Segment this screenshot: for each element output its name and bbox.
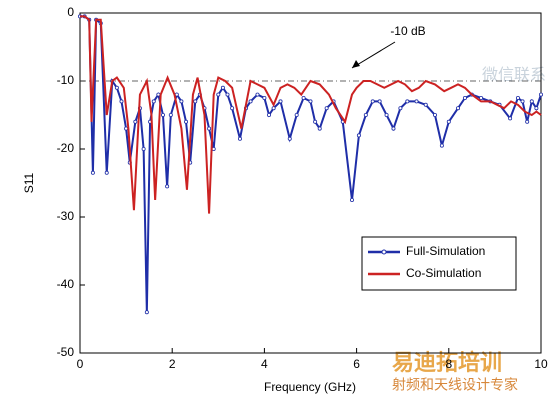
point: [160, 113, 165, 118]
point: [156, 92, 161, 97]
point: [165, 184, 170, 189]
point: [479, 96, 484, 101]
point: [114, 85, 119, 90]
point: [391, 126, 396, 131]
legend-marker: [381, 249, 387, 255]
point: [446, 119, 451, 124]
point: [363, 113, 368, 118]
plot-frame: [79, 12, 542, 354]
point: [151, 99, 156, 104]
point: [193, 99, 198, 104]
point: [405, 99, 410, 104]
point: [141, 146, 146, 151]
point: [432, 113, 437, 118]
point: [133, 119, 138, 124]
point: [287, 136, 292, 141]
point: [267, 113, 272, 118]
point: [216, 92, 221, 97]
point: [356, 133, 361, 138]
watermark: 微信联系: [482, 66, 546, 84]
x-tick-label: 10: [534, 357, 548, 371]
point: [179, 99, 184, 104]
point: [534, 106, 539, 111]
y-tick-label: -10: [57, 73, 75, 87]
watermark: 易迪拓培训: [392, 350, 502, 375]
point: [423, 102, 428, 107]
y-tick-label: -30: [57, 209, 75, 223]
point: [515, 96, 520, 101]
point: [248, 99, 253, 104]
x-tick-label: 4: [261, 357, 268, 371]
x-tick-label: 8: [445, 357, 452, 371]
point: [370, 99, 375, 104]
point: [529, 99, 534, 104]
point: [278, 99, 283, 104]
watermark: 射频和天线设计专家: [392, 377, 518, 393]
y-tick-label: -40: [57, 277, 75, 291]
point: [184, 119, 189, 124]
point: [324, 106, 329, 111]
y-tick-label: -20: [57, 141, 75, 155]
y-tick-label: 0: [67, 5, 74, 19]
point: [271, 106, 276, 111]
x-tick-label: 6: [353, 357, 360, 371]
point: [119, 99, 124, 104]
point: [313, 119, 318, 124]
annotation: -10 dB: [390, 24, 425, 38]
x-axis-label: Frequency (GHz): [264, 380, 356, 394]
point: [462, 96, 467, 101]
point: [294, 113, 299, 118]
point: [525, 119, 530, 124]
arrow-head: [352, 60, 360, 68]
point: [230, 106, 235, 111]
point: [384, 113, 389, 118]
point: [520, 99, 525, 104]
point: [398, 106, 403, 111]
point: [262, 96, 267, 101]
point: [317, 126, 322, 131]
point: [220, 85, 225, 90]
point: [377, 99, 382, 104]
point: [439, 143, 444, 148]
x-tick-label: 2: [169, 357, 176, 371]
legend-label: Co-Simulation: [406, 266, 481, 280]
series-line: [80, 15, 542, 214]
point: [90, 170, 95, 175]
legend-box: [361, 236, 517, 291]
y-tick-label: -50: [57, 345, 75, 359]
point: [508, 116, 513, 121]
point: [308, 99, 313, 104]
point: [144, 310, 149, 315]
point: [255, 92, 260, 97]
point: [124, 126, 129, 131]
point: [225, 92, 230, 97]
x-tick-label: 0: [77, 357, 84, 371]
point: [301, 96, 306, 101]
y-axis-label: S11: [22, 172, 36, 193]
point: [207, 126, 212, 131]
point: [539, 92, 544, 97]
point: [104, 170, 109, 175]
point: [456, 106, 461, 111]
point: [349, 197, 354, 202]
point: [168, 113, 173, 118]
legend-label: Full-Simulation: [406, 244, 485, 258]
point: [237, 136, 242, 141]
point: [414, 99, 419, 104]
annotation-arrow: [351, 41, 396, 69]
